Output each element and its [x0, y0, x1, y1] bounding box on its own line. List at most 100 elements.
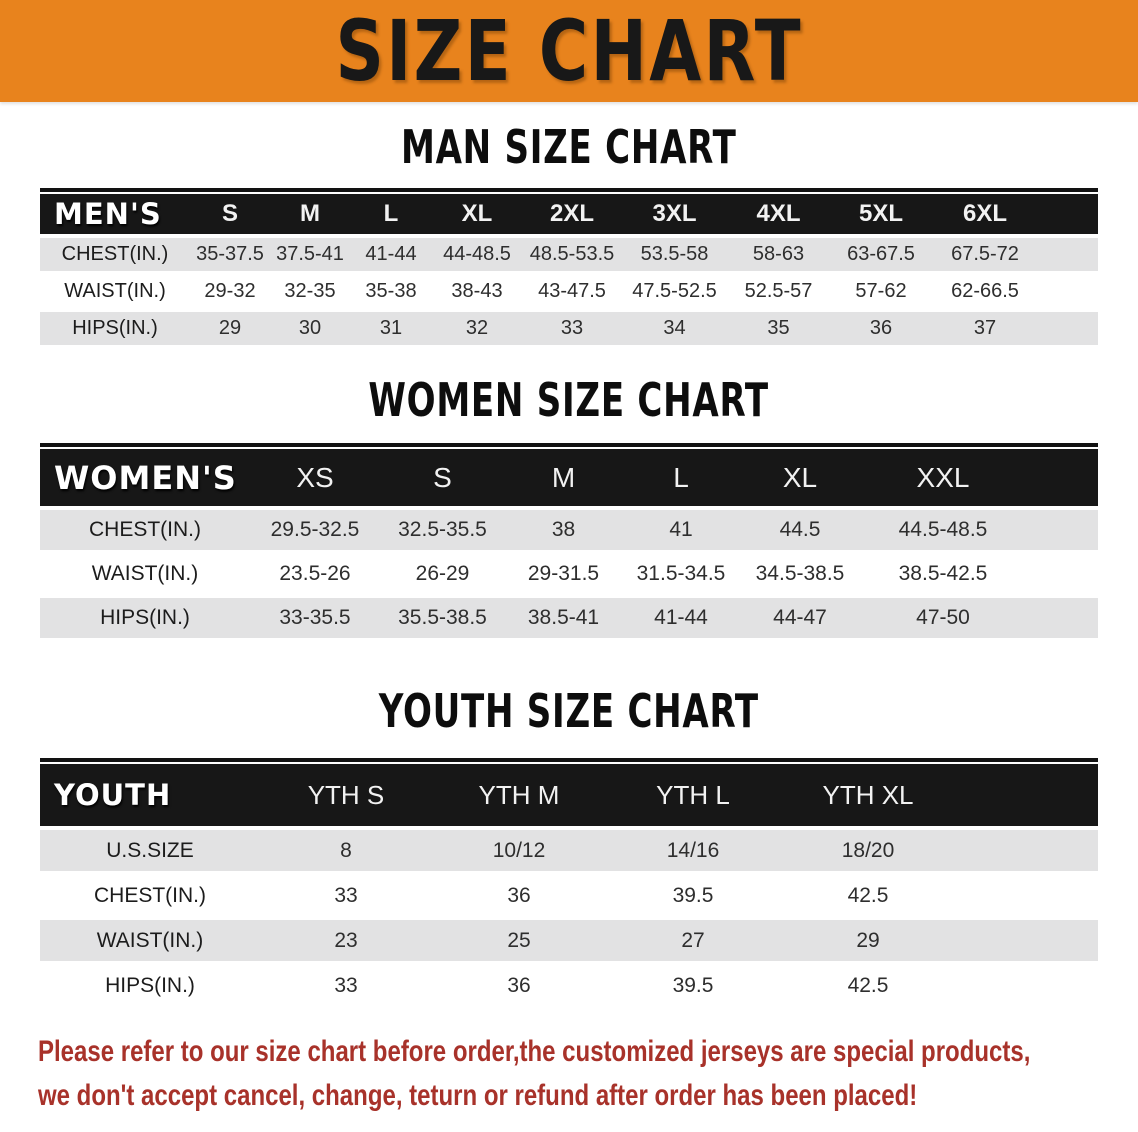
men-chest-value: 63-67.5	[847, 243, 915, 265]
youth-waist-value: 23	[334, 928, 358, 952]
men-size-header-4xl: 4XL	[756, 200, 801, 227]
youth-chest-value: 39.5	[672, 883, 714, 907]
men-table-header-row: MEN'S S M L XL 2XL 3XL 4XL 5XL 6XL	[40, 194, 1098, 234]
women-size-header-s: S	[433, 461, 452, 493]
women-section-title: WOMEN SIZE CHART	[0, 375, 1138, 425]
women-hips-value: 35.5-38.5	[398, 606, 487, 629]
size-chart-banner: SIZE CHART	[0, 0, 1138, 102]
men-waist-value: 43-47.5	[538, 280, 606, 302]
women-size-header-xl: XL	[782, 461, 818, 493]
women-waist-value: 23.5-26	[279, 562, 351, 585]
youth-hips-value: 33	[334, 973, 358, 997]
youth-ussize-value: 14/16	[666, 838, 720, 862]
men-chest-value: 35-37.5	[196, 243, 264, 265]
men-size-header-3xl: 3XL	[652, 200, 697, 227]
women-table-header-row: WOMEN'S XS S M L XL XXL	[40, 449, 1098, 506]
youth-chest-row-label: CHEST(IN.)	[94, 883, 206, 907]
men-hips-value: 33	[560, 317, 584, 339]
youth-table-header-label: YOUTH	[54, 778, 172, 812]
women-size-header-l: L	[673, 461, 689, 493]
youth-ussize-row: U.S.SIZE 8 10/12 14/16 18/20	[40, 830, 1098, 871]
women-hips-value: 38.5-41	[527, 606, 600, 629]
banner-title: SIZE CHART	[335, 2, 803, 100]
men-chest-value: 44-48.5	[443, 243, 511, 265]
youth-hips-value: 42.5	[847, 973, 889, 997]
women-size-table: WOMEN'S XS S M L XL XXL CHEST(IN.) 29.5-…	[40, 443, 1098, 638]
youth-ussize-value: 10/12	[492, 838, 546, 862]
men-size-header-xl: XL	[461, 200, 493, 227]
women-size-header-m: M	[551, 461, 576, 493]
men-chest-value: 48.5-53.5	[529, 243, 615, 265]
men-size-table: MEN'S S M L XL 2XL 3XL 4XL 5XL 6XL CHEST…	[40, 188, 1098, 345]
youth-size-table: YOUTH YTH S YTH M YTH L YTH XL U.S.SIZE …	[40, 758, 1098, 1006]
men-hips-value: 36	[869, 317, 893, 339]
youth-size-header-l: YTH L	[656, 779, 730, 810]
youth-ussize-row-label: U.S.SIZE	[106, 838, 194, 862]
youth-section-title-text: YOUTH SIZE CHART	[378, 684, 760, 738]
youth-hips-row-label: HIPS(IN.)	[105, 973, 195, 997]
women-waist-row: WAIST(IN.) 23.5-26 26-29 29-31.5 31.5-34…	[40, 554, 1098, 594]
women-chest-value: 44.5-48.5	[898, 518, 988, 541]
women-waist-value: 34.5-38.5	[755, 562, 845, 585]
youth-size-header-s: YTH S	[307, 779, 385, 810]
men-chest-value: 67.5-72	[951, 243, 1019, 265]
men-hips-row-label: HIPS(IN.)	[72, 317, 158, 339]
youth-waist-row: WAIST(IN.) 23 25 27 29	[40, 920, 1098, 961]
youth-chest-value: 42.5	[847, 883, 889, 907]
order-notice-line-1: Please refer to our size chart before or…	[38, 1035, 1031, 1068]
youth-size-header-xl: YTH XL	[822, 779, 914, 810]
men-hips-value: 37	[973, 317, 997, 339]
men-waist-value: 52.5-57	[744, 280, 813, 302]
order-notice-line-2: we don't accept cancel, change, teturn o…	[38, 1079, 918, 1112]
women-hips-row: HIPS(IN.) 33-35.5 35.5-38.5 38.5-41 41-4…	[40, 598, 1098, 638]
women-chest-value: 41	[669, 518, 693, 541]
youth-chest-value: 33	[334, 883, 358, 907]
youth-hips-value: 36	[507, 973, 531, 997]
youth-size-header-m: YTH M	[478, 779, 560, 810]
women-waist-value: 26-29	[415, 562, 470, 585]
man-section-title: MAN SIZE CHART	[0, 122, 1138, 172]
youth-waist-value: 27	[681, 928, 705, 952]
women-chest-value: 32.5-35.5	[398, 518, 487, 541]
order-notice: Please refer to our size chart before or…	[0, 1030, 1138, 1118]
women-waist-row-label: WAIST(IN.)	[91, 562, 199, 585]
men-chest-row: CHEST(IN.) 35-37.5 37.5-41 41-44 44-48.5…	[40, 238, 1098, 271]
men-size-header-m: M	[300, 200, 320, 227]
youth-ussize-value: 18/20	[841, 838, 895, 862]
women-hips-row-label: HIPS(IN.)	[100, 606, 190, 629]
youth-section-title: YOUTH SIZE CHART	[0, 686, 1138, 736]
men-chest-row-label: CHEST(IN.)	[61, 243, 169, 265]
men-hips-row: HIPS(IN.) 29 30 31 32 33 34 35 36 37	[40, 312, 1098, 345]
women-hips-value: 44-47	[773, 606, 827, 629]
men-waist-row: WAIST(IN.) 29-32 32-35 35-38 38-43 43-47…	[40, 275, 1098, 308]
men-waist-value: 38-43	[451, 280, 503, 302]
men-hips-value: 35	[767, 317, 790, 339]
youth-hips-value: 39.5	[672, 973, 714, 997]
man-section-title-text: MAN SIZE CHART	[401, 120, 737, 174]
men-size-header-5xl: 5XL	[858, 200, 903, 227]
youth-hips-row: HIPS(IN.) 33 36 39.5 42.5	[40, 965, 1098, 1006]
men-table-header-label: MEN'S	[54, 197, 162, 231]
youth-ussize-value: 8	[340, 838, 352, 862]
men-waist-value: 62-66.5	[951, 280, 1019, 302]
women-table-header-label: WOMEN'S	[54, 458, 237, 497]
youth-chest-value: 36	[507, 883, 531, 907]
men-chest-value: 53.5-58	[640, 243, 709, 265]
men-waist-value: 47.5-52.5	[632, 280, 717, 302]
men-hips-value: 30	[298, 317, 322, 339]
men-hips-value: 34	[663, 317, 686, 339]
women-hips-value: 47-50	[916, 606, 970, 629]
youth-waist-row-label: WAIST(IN.)	[96, 928, 204, 952]
youth-table-header-row: YOUTH YTH S YTH M YTH L YTH XL	[40, 764, 1098, 826]
men-waist-value: 29-32	[204, 280, 256, 302]
men-hips-value: 29	[218, 317, 242, 339]
women-size-header-xs: XS	[296, 461, 334, 493]
men-hips-value: 31	[379, 317, 403, 339]
youth-waist-value: 29	[856, 928, 880, 952]
men-hips-value: 32	[465, 317, 489, 339]
men-waist-value: 32-35	[284, 280, 336, 302]
women-waist-value: 29-31.5	[527, 562, 600, 585]
women-hips-value: 33-35.5	[279, 606, 351, 629]
men-waist-value: 57-62	[855, 280, 907, 302]
men-chest-value: 37.5-41	[276, 243, 344, 265]
